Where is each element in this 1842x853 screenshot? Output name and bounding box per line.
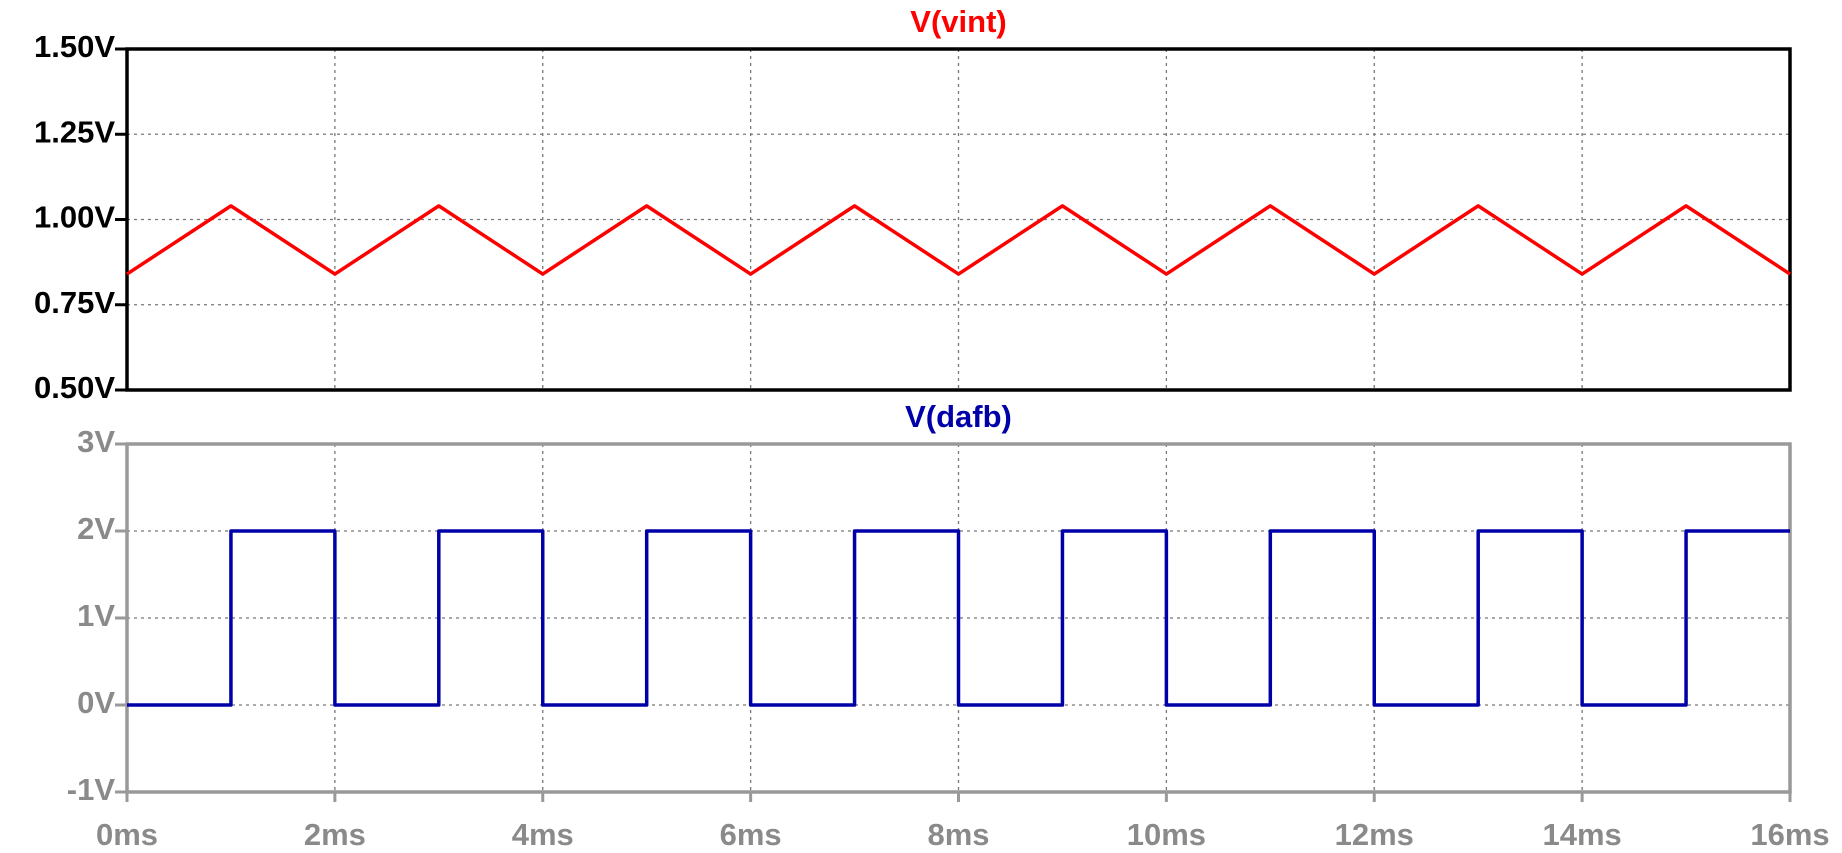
y-tick-label: 2V	[77, 511, 115, 546]
x-tick-label: 12ms	[1335, 817, 1414, 852]
x-tick-label: 4ms	[512, 817, 574, 852]
y-tick-label: 3V	[77, 424, 115, 459]
x-tick-label: 2ms	[304, 817, 366, 852]
series-line	[127, 529, 1790, 707]
chart-title: V(dafb)	[905, 399, 1012, 434]
y-tick-label: 1.25V	[34, 114, 115, 149]
plot-frame	[125, 47, 1792, 392]
y-tick-label: -1V	[67, 772, 116, 807]
x-tick-label: 0ms	[96, 817, 158, 852]
x-tick-label: 8ms	[927, 817, 989, 852]
x-tick-label: 14ms	[1542, 817, 1621, 852]
series-line	[126, 204, 1791, 276]
y-tick-label: 1.50V	[34, 29, 115, 64]
y-tick-label: 0.75V	[34, 285, 115, 320]
x-tick-label: 10ms	[1127, 817, 1206, 852]
x-tick-label: 6ms	[720, 817, 782, 852]
plot-frame	[125, 442, 1792, 794]
chart-title: V(vint)	[910, 4, 1006, 39]
x-tick-label: 16ms	[1750, 817, 1829, 852]
y-tick-label: 1V	[77, 598, 115, 633]
y-tick-label: 1.00V	[34, 200, 115, 235]
y-tick-label: 0V	[77, 685, 115, 720]
y-tick-label: 0.50V	[34, 370, 115, 405]
